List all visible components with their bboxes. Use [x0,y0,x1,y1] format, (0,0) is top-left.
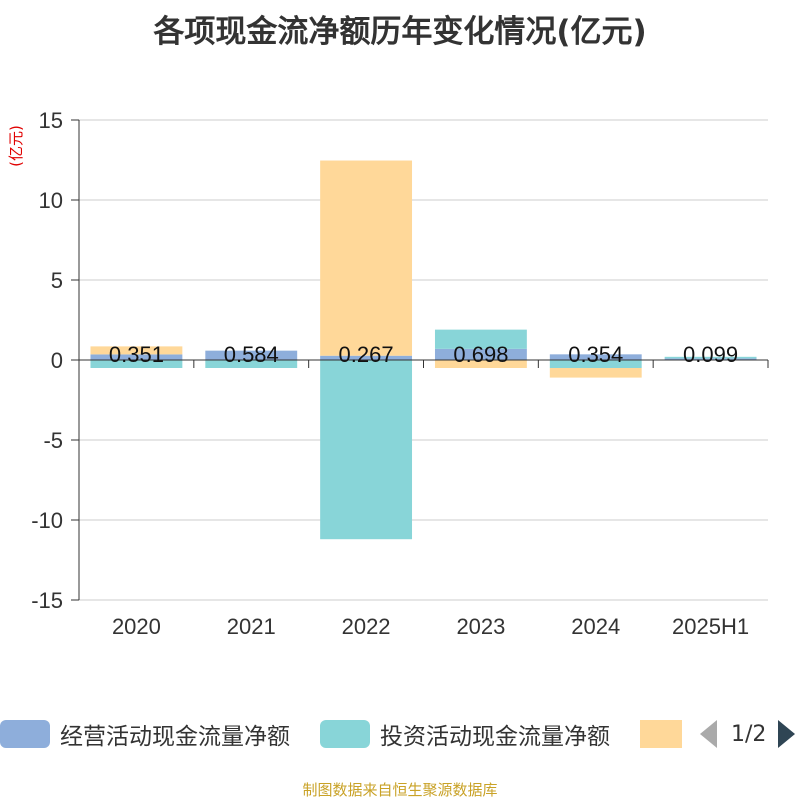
legend-item-third[interactable] [640,712,682,756]
x-category-label: 2023 [456,614,505,639]
y-tick-label: -5 [43,428,63,453]
x-category-label: 2022 [342,614,391,639]
y-axis-unit-label: (亿元) [7,125,25,167]
bar-series2-2020 [90,360,183,368]
legend-page-indicator: 1/2 [731,721,767,747]
bar-series1-2023 [434,348,527,360]
bar-series3-2023 [434,360,527,368]
axis-layer: 15 10 5 0 -5 -10 -15 (亿元) 2020 2021 2022 2023 2024 20… [7,108,769,639]
data-label: 0.099 [683,342,738,367]
bar-series1-2024 [549,354,642,360]
bar-series2-2021 [205,360,298,368]
legend-swatch-third [640,720,682,748]
legend-item-operating[interactable]: 经营活动现金流量净额 [0,712,290,756]
data-label: 0.267 [339,342,394,367]
bar-series2-2025H1 [664,356,757,359]
bar-layer [90,160,757,540]
x-category-label: 2025H1 [672,614,749,639]
data-label: 0.351 [109,342,164,367]
data-source-note: 制图数据来自恒生聚源数据库 [302,781,498,799]
legend-swatch-investing [320,720,370,748]
legend-next-arrow-icon[interactable] [778,720,796,748]
bar-series2-2024 [549,360,642,368]
x-category-label: 2021 [227,614,276,639]
bar-series1-2025H1 [664,358,757,360]
legend-prev-arrow-icon[interactable] [700,720,717,748]
bar-series1-2020 [90,354,183,360]
data-label: 0.698 [453,342,508,367]
y-tick-label: 5 [51,268,63,293]
data-label-layer: 0.351 0.584 0.267 0.698 0.354 0.099 [109,342,738,367]
data-label: 0.584 [224,342,279,367]
legend-swatch-operating [0,720,50,748]
y-tick-label: 15 [39,108,63,133]
bar-series1-2022 [320,355,413,360]
legend-item-investing[interactable]: 投资活动现金流量净额 [320,712,610,756]
y-tick-label: 0 [51,348,63,373]
x-category-label: 2024 [571,614,620,639]
bar-series3-2020 [90,346,183,355]
x-category-label: 2020 [112,614,161,639]
y-tick-label: -10 [31,508,63,533]
legend-pager: 1/2 [700,712,796,756]
y-tick-label: -15 [31,588,63,613]
bar-series3-2022 [320,160,413,356]
bar-series1-2021 [205,350,298,360]
chart-title: 各项现金流净额历年变化情况(亿元) [153,14,647,50]
legend: 经营活动现金流量净额 投资活动现金流量净额 1/2 [0,712,800,756]
y-tick-label: 10 [39,188,63,213]
bar-series2-2022 [320,360,413,540]
bar-series2-2023 [434,329,527,349]
data-label: 0.354 [568,342,623,367]
legend-label-operating: 经营活动现金流量净额 [60,724,290,750]
legend-label-investing: 投资活动现金流量净额 [380,724,610,750]
bar-series3-2024 [549,368,642,378]
